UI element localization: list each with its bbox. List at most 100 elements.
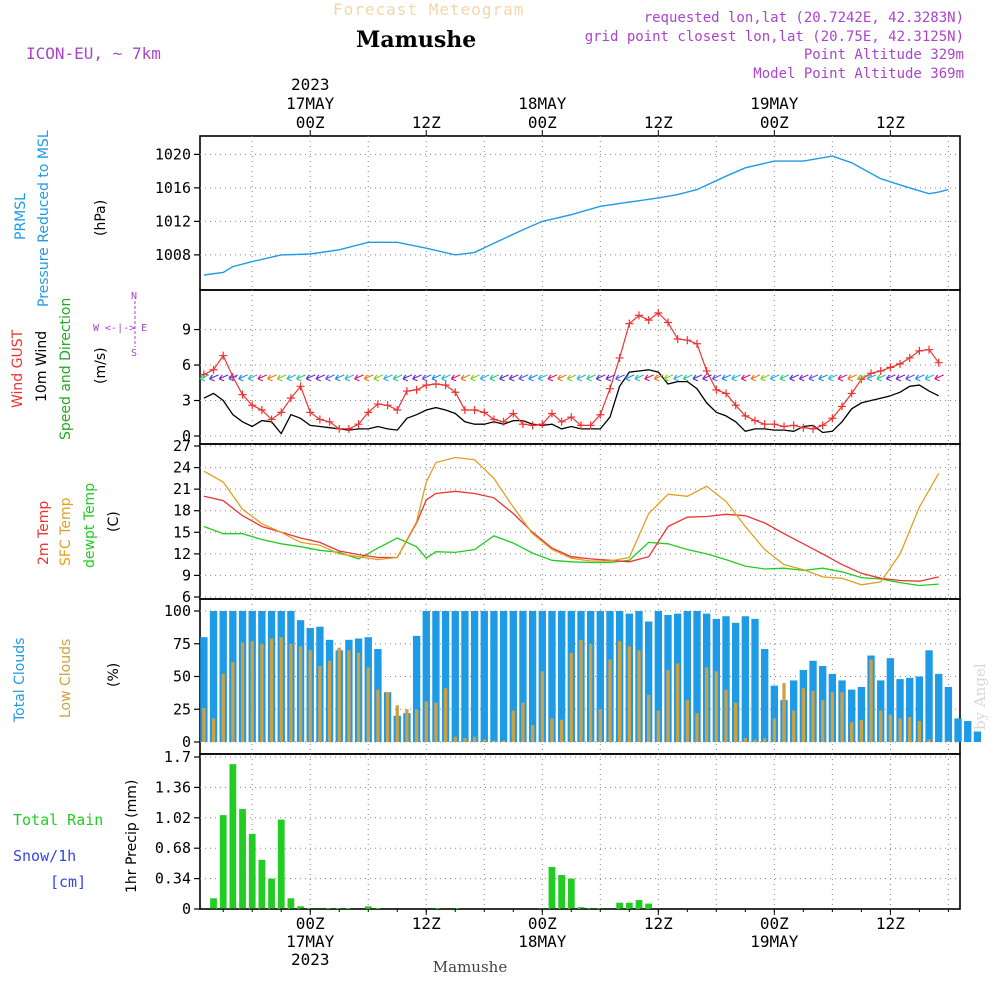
wind-direction-arrow (595, 374, 606, 382)
time-label-top: 2023 (291, 75, 330, 94)
total-cloud-bar (470, 611, 479, 742)
wind-direction-arrow (267, 374, 277, 382)
low-cloud-bar (434, 702, 438, 742)
wind-direction-arrow (711, 374, 722, 382)
gust-marker (209, 365, 218, 374)
low-cloud-bar (240, 642, 245, 742)
gust-marker (586, 421, 595, 430)
precip-labels: Total Rain Snow/1h [cm] 1hr Precip (mm) (13, 780, 140, 893)
low-cloud-bar (666, 669, 670, 742)
gust-marker (809, 424, 818, 433)
time-label-top: 00Z (296, 113, 325, 132)
low-cloud-bar (453, 736, 457, 742)
gust-marker (751, 416, 760, 425)
compass-n: N (131, 291, 137, 302)
total-cloud-bar (528, 611, 537, 742)
low-cloud-bar (821, 700, 825, 742)
gust-marker (470, 405, 479, 414)
total-cloud-bar (915, 676, 924, 742)
total-cloud-bar (644, 621, 653, 742)
wind-direction-arrow (663, 374, 674, 382)
gust-marker (315, 415, 324, 424)
time-label-bottom: 17MAY (286, 932, 335, 951)
total-cloud-bar (741, 616, 750, 742)
temp-labels: 2m Temp SFC Temp dewpt Temp (C) (36, 483, 122, 568)
gust-marker (934, 358, 943, 367)
rain-bar (335, 908, 343, 909)
rain-bar (219, 815, 227, 909)
gust-marker (431, 379, 440, 388)
gust-marker (248, 401, 257, 410)
total-cloud-bar (857, 686, 866, 742)
low-cloud-bar (202, 707, 206, 742)
low-cloud-bar (908, 717, 912, 742)
rain-label: Total Rain (13, 811, 103, 829)
gust-marker (905, 353, 914, 362)
rain-bar (558, 875, 566, 909)
low-cloud-bar (637, 650, 641, 742)
total-cloud-bar (519, 611, 527, 742)
wind-direction-arrow (731, 374, 741, 382)
wind-direction-arrow (218, 374, 229, 382)
low-cloud-bar (211, 718, 216, 742)
precip-unit: 1hr Precip (mm) (124, 780, 140, 893)
low-cloud-bar (656, 710, 660, 742)
gust-marker (344, 424, 353, 433)
gust-marker (644, 316, 653, 325)
low-cloud-bar (347, 650, 351, 742)
gust-marker (828, 414, 837, 423)
low-cloud-bar (530, 724, 535, 742)
time-label-bottom: 12Z (412, 914, 441, 933)
total-cloud-bar (944, 686, 953, 742)
gust-marker (441, 381, 450, 390)
gust-marker (538, 420, 547, 429)
wind-direction-arrow (286, 374, 297, 382)
wind-direction-arrow (885, 374, 896, 382)
tsfc-label: SFC Temp (58, 497, 74, 566)
low-cloud-bar (801, 688, 806, 742)
wind-direction-arrow (257, 374, 268, 382)
low-cloud-bar (579, 639, 583, 742)
low-cloud-bar (414, 709, 419, 742)
low-cloud-bar (598, 709, 602, 742)
gust-marker (789, 421, 798, 430)
rain-bar (268, 878, 275, 909)
gridpoint-coords: grid point closest lon,lat (20.75E, 42.3… (585, 29, 964, 45)
wind-direction-arrow (363, 374, 374, 382)
gust-label: Wind GUST (10, 329, 26, 408)
wind-direction-arrow (373, 374, 384, 382)
wind-direction-arrow (673, 374, 683, 382)
wind-direction-arrow (895, 374, 906, 382)
total-cloud-bar (490, 611, 498, 742)
gust-marker (886, 363, 895, 372)
wind-direction-arrow (837, 374, 848, 382)
low-cloud-bar (521, 702, 525, 742)
time-label-top: 12Z (412, 113, 441, 132)
total-cloud-bar (451, 611, 459, 742)
wind-direction-arrow (276, 374, 287, 382)
total-cloud-bar (693, 611, 701, 742)
compass-s: S (131, 348, 137, 359)
low-cloud-bar (743, 738, 747, 742)
gust-marker (499, 417, 508, 426)
total-cloud-bar (412, 635, 421, 742)
low-cloud-bar (763, 738, 767, 742)
wind-direction-arrow (624, 374, 635, 382)
wind-direction-arrow (392, 374, 403, 382)
wind-direction-arrow (431, 374, 442, 382)
y-tick-label: 0 (182, 427, 191, 445)
total-cloud-bar (886, 658, 895, 742)
total-cloud-bar (925, 650, 933, 742)
gust-marker (335, 424, 344, 433)
wind-direction-arrow (402, 374, 413, 382)
rain-bar (297, 906, 304, 909)
wind-direction-arrow (702, 374, 712, 382)
time-label-top: 18MAY (518, 94, 567, 113)
wind-direction-arrow (924, 374, 935, 382)
total-cloud-bar (461, 611, 469, 742)
wind-direction-arrow (586, 374, 596, 382)
total-cloud-bar (548, 611, 556, 742)
time-label-bottom: 12Z (644, 914, 673, 933)
total-cloud-bar (441, 611, 450, 742)
